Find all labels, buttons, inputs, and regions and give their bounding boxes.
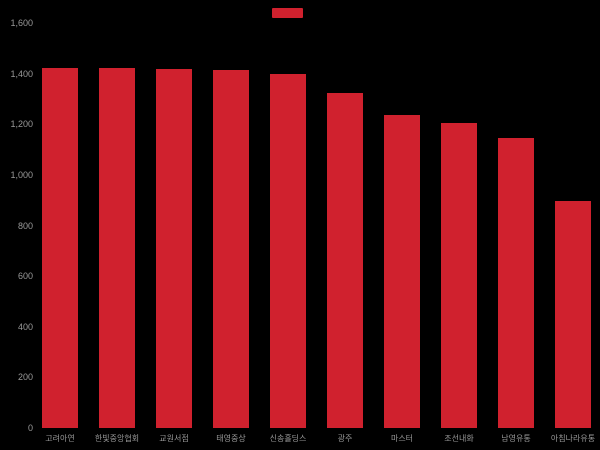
bar-아침나라유통[interactable] bbox=[555, 200, 591, 428]
y-axis-tick-label: 200 bbox=[17, 372, 33, 383]
bar-고려아연[interactable] bbox=[42, 67, 78, 428]
x-axis-tick-label: 마스터 bbox=[390, 434, 414, 443]
y-axis-tick-label: 1,600 bbox=[10, 18, 33, 28]
y-axis-tick-label: 1,400 bbox=[10, 68, 33, 79]
bar-신송홀딩스[interactable] bbox=[270, 73, 306, 428]
x-axis-tick-label: 태영중상 bbox=[216, 434, 246, 443]
bar-조선내화[interactable] bbox=[441, 123, 477, 428]
x-axis-tick-label: 고려아연 bbox=[45, 434, 75, 443]
y-axis-tick-label: 1,200 bbox=[10, 119, 33, 130]
bar-광주[interactable] bbox=[327, 93, 363, 428]
x-axis-tick-label: 남영유통 bbox=[501, 434, 531, 443]
y-axis-tick-label: 1,000 bbox=[10, 169, 33, 180]
x-axis-tick-label: 조선내화 bbox=[444, 434, 474, 443]
bar-마스터[interactable] bbox=[384, 114, 420, 428]
bar-한빛중앙협회[interactable] bbox=[99, 68, 135, 428]
x-axis-tick-label: 교원서점 bbox=[159, 434, 189, 443]
bar-태영중상[interactable] bbox=[213, 70, 249, 428]
y-axis-tick-label: 800 bbox=[17, 220, 33, 231]
y-axis-tick-label: 400 bbox=[17, 321, 33, 332]
bar-남영유통[interactable] bbox=[498, 137, 534, 428]
y-axis-tick-label: 0 bbox=[27, 423, 33, 433]
x-axis-tick-label: 신송홀딩스 bbox=[269, 434, 307, 443]
x-axis-tick-label: 광주 bbox=[337, 434, 353, 443]
x-axis-tick-label: 한빛중앙협회 bbox=[94, 434, 140, 443]
x-axis-tick-label: 아침나라유통 bbox=[550, 434, 596, 443]
legend-swatch[interactable] bbox=[272, 8, 303, 18]
y-axis-tick-label: 600 bbox=[17, 271, 33, 282]
bar-교원서점[interactable] bbox=[156, 68, 192, 428]
